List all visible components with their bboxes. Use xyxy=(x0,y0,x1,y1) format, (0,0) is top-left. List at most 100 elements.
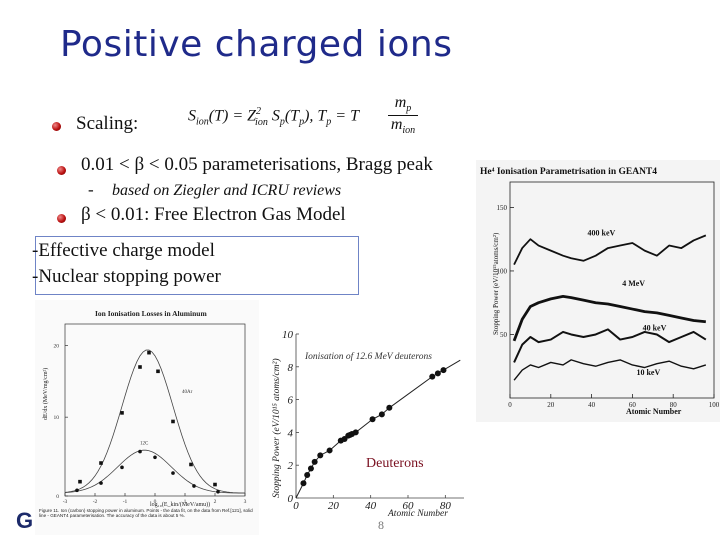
chart-xlabel: Atomic Number xyxy=(626,407,682,416)
series-line xyxy=(513,328,707,363)
y-tick-label: 50 xyxy=(500,331,508,339)
data-point xyxy=(304,472,311,479)
bullet-dot xyxy=(57,214,66,223)
deuteron-ionisation-chart: Ionisation of 12.6 MeV deuterons Stoppin… xyxy=(268,330,468,522)
bullet-free-electron: β < 0.01: Free Electron Gas Model xyxy=(81,204,346,225)
chart-xlabel: Atomic Number xyxy=(387,509,448,519)
y-tick-label: 4 xyxy=(288,427,294,439)
data-point xyxy=(429,373,436,380)
page-number: 8 xyxy=(378,518,384,532)
y-tick-label: 10 xyxy=(282,330,294,341)
box-item-nuclear-stopping: -Nuclear stopping power xyxy=(32,266,221,287)
x-tick-label: 80 xyxy=(670,401,678,409)
bullet-dot xyxy=(52,122,61,131)
bullet-scaling: Scaling: xyxy=(76,113,139,134)
he4-ionisation-chart: He⁴ Ionisation Parametrisation in GEANT4… xyxy=(476,160,720,422)
chart-xlabel: log₁₀(E_kin/(MeV/amu)) xyxy=(150,501,210,508)
series-label: 10 keV xyxy=(636,368,660,377)
data-point xyxy=(213,482,217,487)
x-tick-label: 3 xyxy=(244,499,247,505)
y-tick-label: 20 xyxy=(54,344,60,350)
data-point xyxy=(386,404,393,411)
data-point xyxy=(120,465,124,470)
y-tick-label: 6 xyxy=(288,395,294,407)
data-point xyxy=(369,416,376,423)
series-line xyxy=(513,234,707,265)
data-point xyxy=(75,488,79,493)
x-tick-label: 0 xyxy=(154,499,157,505)
sub-bullet-text: based on Ziegler and ICRU reviews xyxy=(112,182,342,199)
data-point xyxy=(216,489,220,494)
x-tick-label: 1 xyxy=(184,499,187,505)
bullet-dot xyxy=(57,166,66,175)
x-tick-label: 100 xyxy=(709,401,720,409)
x-tick-label: -1 xyxy=(123,499,128,505)
series-label: 40Ar xyxy=(182,390,193,395)
y-tick-label: 8 xyxy=(288,362,294,374)
data-point xyxy=(307,465,314,472)
x-tick-label: 0 xyxy=(293,500,299,512)
data-point xyxy=(440,367,447,374)
data-point xyxy=(153,455,157,460)
data-point xyxy=(300,480,307,487)
x-tick-label: -2 xyxy=(93,499,98,505)
y-tick-label: 150 xyxy=(497,204,508,212)
data-point xyxy=(192,484,196,488)
x-tick-label: 80 xyxy=(440,500,452,512)
data-point xyxy=(434,370,441,377)
data-point xyxy=(189,462,193,467)
x-tick-label: 40 xyxy=(588,401,596,409)
data-point xyxy=(326,447,333,454)
series-label: 400 keV xyxy=(588,228,616,237)
data-point xyxy=(311,458,318,465)
model-box: -Effective charge model -Nuclear stoppin… xyxy=(32,236,359,295)
x-tick-label: 40 xyxy=(365,500,377,512)
x-tick-label: 0 xyxy=(508,401,512,409)
box-item-effective-charge: -Effective charge model xyxy=(32,240,215,261)
series-label: 12C xyxy=(140,441,149,446)
series-label: 4 MeV xyxy=(622,279,645,288)
data-point xyxy=(156,369,160,374)
data-point xyxy=(138,365,142,369)
chart-ylabel: Stopping Power (eV/10¹⁵atoms/cm²) xyxy=(492,232,500,335)
data-point xyxy=(378,411,385,418)
series-label: 40 keV xyxy=(643,324,667,333)
data-point xyxy=(138,449,142,454)
chart-title: Ionisation of 12.6 MeV deuterons xyxy=(304,351,432,362)
x-tick-label: 20 xyxy=(328,500,340,512)
scaling-formula: Sion(T) = Z2ion Sp(Tp), Tp = T mp mion xyxy=(188,94,418,140)
deuterons-label: Deuterons xyxy=(366,456,424,471)
x-tick-label: 60 xyxy=(403,500,415,512)
aluminum-ion-losses-chart: Ion Ionisation Losses in Aluminum dE/dx … xyxy=(35,300,259,535)
x-tick-label: 60 xyxy=(629,401,637,409)
data-point xyxy=(120,411,124,415)
bullet-parameterisation: 0.01 < β < 0.05 parameterisations, Bragg… xyxy=(81,154,433,175)
x-tick-label: 20 xyxy=(547,401,555,409)
chart-ylabel: Stopping Power (eV/10¹⁵ atoms/cm²) xyxy=(271,358,282,498)
chart-title: He⁴ Ionisation Parametrisation in GEANT4 xyxy=(480,167,657,177)
data-point xyxy=(171,419,175,424)
footer-letter: G xyxy=(16,508,34,533)
sub-bullet-dash: - xyxy=(88,180,94,199)
x-tick-label: -3 xyxy=(63,499,68,505)
y-tick-label: 0 xyxy=(56,494,59,500)
series-line xyxy=(513,359,707,381)
y-tick-label: 2 xyxy=(288,460,294,472)
y-tick-label: 0 xyxy=(288,493,294,505)
chart-ylabel: dE/dx (MeV/mg/cm²) xyxy=(42,368,49,420)
chart-title: Ion Ionisation Losses in Aluminum xyxy=(95,309,207,318)
data-point xyxy=(352,429,359,436)
data-point xyxy=(99,481,103,485)
fit-line xyxy=(64,349,246,494)
fit-line xyxy=(64,449,246,494)
y-tick-label: 10 xyxy=(54,415,60,421)
data-point xyxy=(171,471,175,475)
chart-caption: Figure 11. Ion (carbon) stopping power i… xyxy=(39,508,253,519)
data-point xyxy=(317,452,324,459)
y-tick-label: 100 xyxy=(497,267,508,275)
data-point xyxy=(99,461,103,465)
plot-frame xyxy=(509,181,715,399)
series-line xyxy=(512,294,706,342)
x-tick-label: 2 xyxy=(214,499,217,505)
data-point xyxy=(147,350,151,355)
